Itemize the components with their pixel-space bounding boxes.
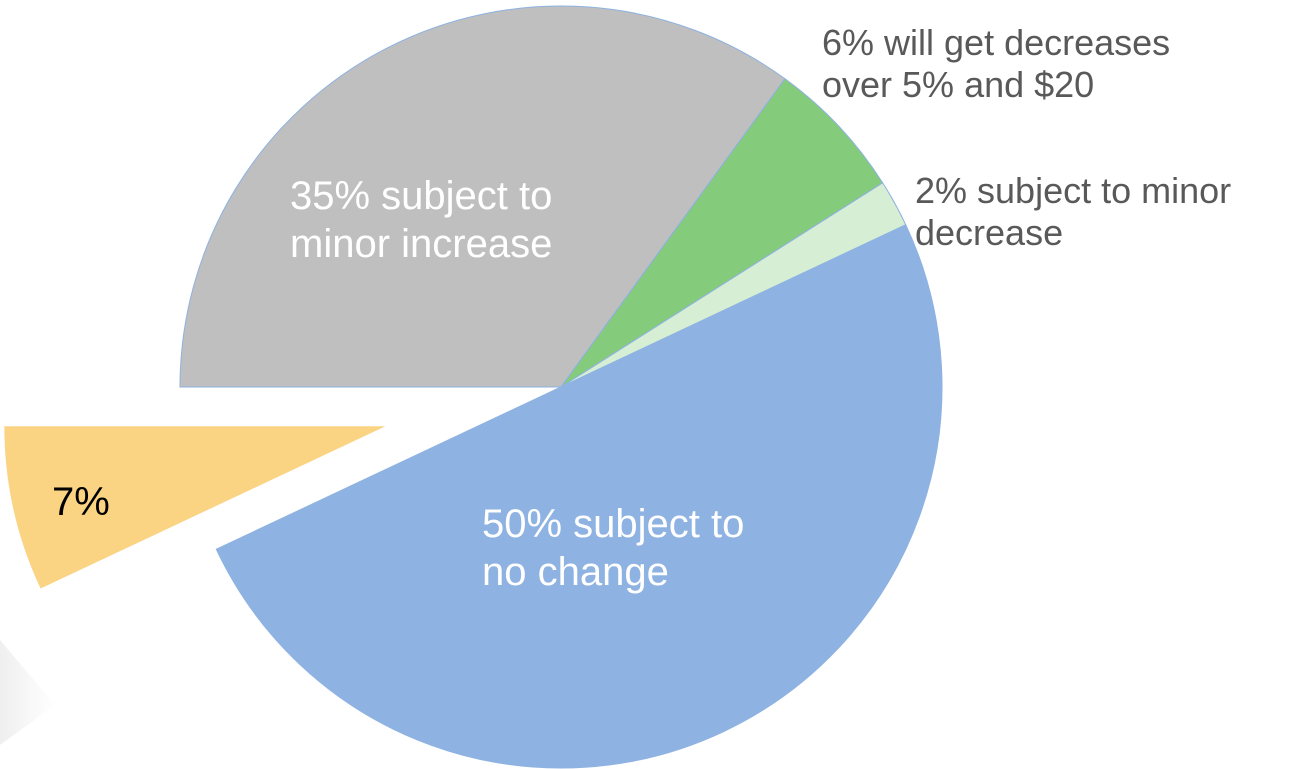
pie-slice-0 (179, 5, 786, 388)
slice-label-2: 2% subject to minor decrease (915, 170, 1232, 253)
pie-slice-1 (560, 78, 884, 388)
slice-label-1: 6% will get decreases over 5% and $20 (822, 22, 1171, 105)
slice-label-0: 35% subject to minor increase (290, 174, 553, 266)
faded-slice-fragment (0, 640, 55, 745)
pie-slice-3 (215, 224, 943, 769)
pie-slice-4 (4, 426, 386, 589)
slice-label-4: 7% (52, 480, 110, 524)
slice-label-3: 50% subject to no change (482, 502, 745, 594)
